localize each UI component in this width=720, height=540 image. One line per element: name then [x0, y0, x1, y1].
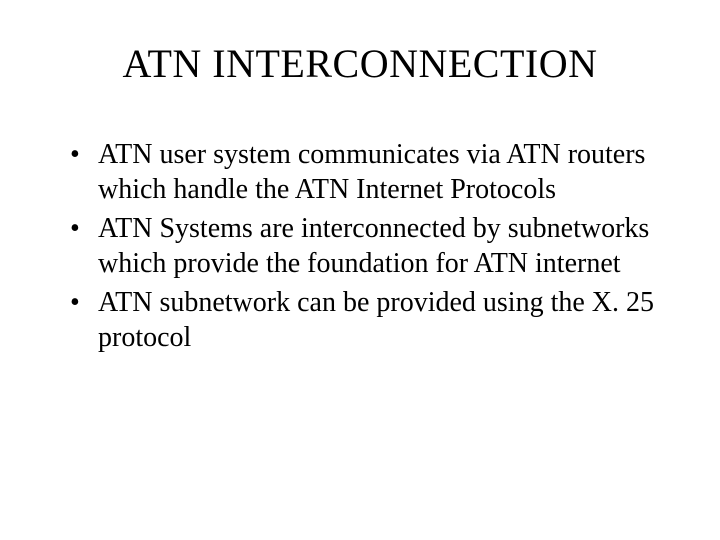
list-item: ATN Systems are interconnected by subnet…: [70, 211, 670, 281]
list-item: ATN user system communicates via ATN rou…: [70, 137, 670, 207]
slide-title: ATN INTERCONNECTION: [50, 40, 670, 87]
slide: ATN INTERCONNECTION ATN user system comm…: [0, 0, 720, 540]
bullet-list: ATN user system communicates via ATN rou…: [50, 137, 670, 355]
list-item: ATN subnetwork can be provided using the…: [70, 285, 670, 355]
